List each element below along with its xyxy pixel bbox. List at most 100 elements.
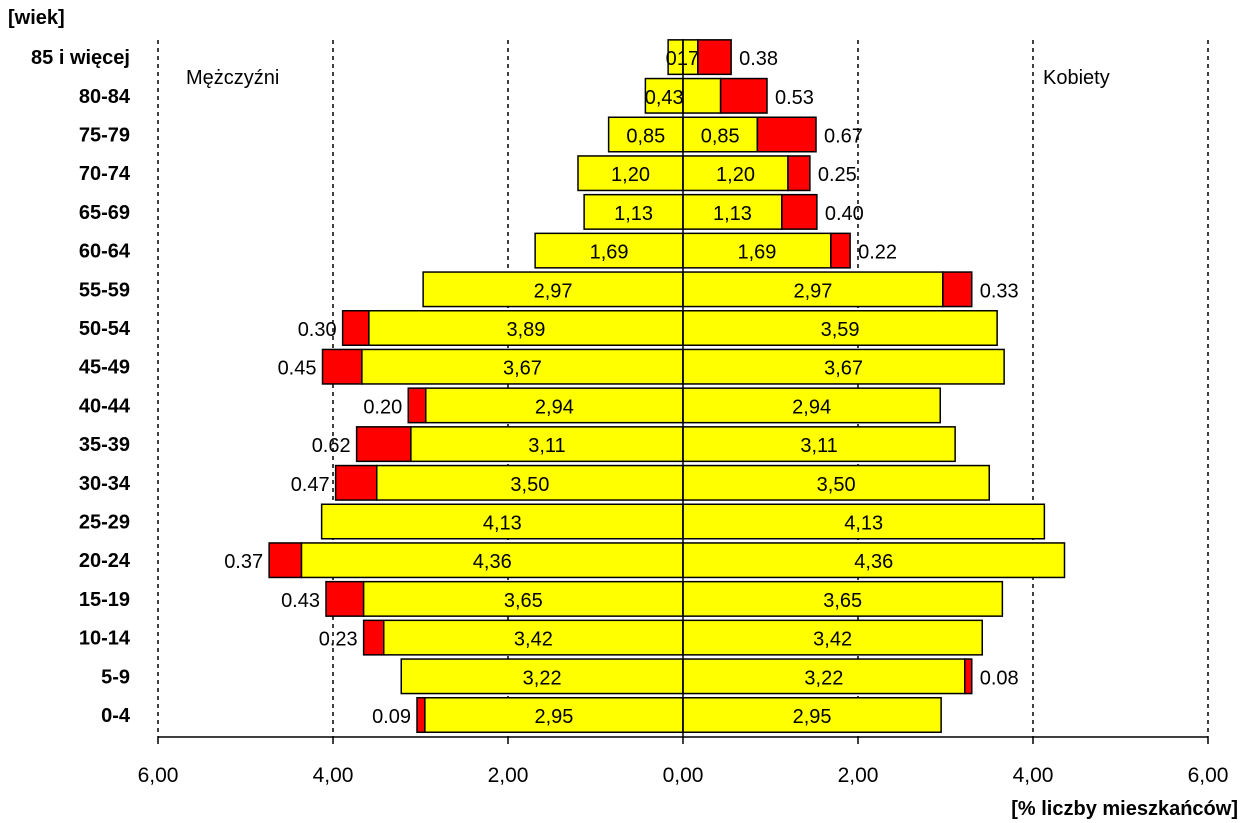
male-common-bar: [422, 271, 684, 308]
male-excess-label: 0.30: [298, 319, 337, 341]
male-common-bar: [424, 697, 684, 733]
male-common-bar: [300, 542, 684, 579]
female-common-label: 3,67: [824, 358, 863, 380]
female-excess-bar: [787, 155, 811, 192]
female-common-label: 2,94: [792, 396, 831, 418]
axis-layer: [wiek] [% liczby mieszkańców] Mężczyźni …: [8, 7, 1238, 820]
female-excess-bar: [756, 116, 817, 153]
female-common-label: 4,13: [844, 513, 883, 535]
female-common-bar: [682, 464, 990, 501]
female-common-label: 0,85: [701, 126, 740, 148]
male-common-label: 3,42: [514, 629, 553, 651]
female-common-label: 2,97: [793, 280, 832, 302]
age-label: 80-84: [79, 86, 131, 108]
x-tick-label: 6,00: [138, 764, 179, 787]
x-tick-label: 0,00: [663, 764, 704, 787]
female-common-bar: [682, 77, 722, 114]
male-excess-bar: [416, 697, 426, 733]
age-label: 40-44: [79, 395, 131, 417]
female-common-label: 1,13: [713, 203, 752, 225]
female-excess-bar: [964, 658, 973, 695]
female-common-label: 3,42: [813, 629, 852, 651]
male-common-bar: [376, 464, 684, 501]
male-common-label: 2,97: [534, 280, 573, 302]
male-common-label: 3,11: [528, 435, 565, 457]
female-excess-bar: [719, 77, 768, 114]
female-common-label: 4,36: [854, 551, 893, 573]
male-common-bar: [400, 658, 684, 695]
female-common-label: 3,22: [804, 667, 843, 689]
female-common-bar: [682, 542, 1066, 579]
age-label: 85 i więcej: [31, 47, 130, 69]
male-common-label: 1,20: [611, 164, 650, 186]
age-label: 10-14: [79, 628, 131, 650]
female-common-bar: [682, 193, 783, 230]
male-excess-label: 0.37: [224, 551, 263, 573]
age-label: 30-34: [79, 473, 131, 495]
female-excess-bar: [697, 39, 732, 76]
age-label: 60-64: [79, 241, 131, 263]
age-label: 35-39: [79, 434, 130, 456]
age-label: 50-54: [79, 318, 131, 340]
male-common-label: 4,36: [473, 551, 512, 573]
male-common-label: 1,13: [614, 203, 653, 225]
male-excess-bar: [321, 348, 363, 385]
age-label: 15-19: [79, 589, 130, 611]
female-excess-label: 0.67: [824, 126, 863, 148]
female-excess-label: 0.53: [775, 87, 814, 109]
age-label: 70-74: [79, 163, 131, 185]
female-common-bar: [682, 348, 1005, 385]
male-excess-bar: [334, 464, 378, 501]
female-common-bar: [682, 503, 1046, 540]
age-label: 55-59: [79, 279, 130, 301]
x-tick-label: 6,00: [1188, 764, 1229, 787]
female-excess-label: 0.40: [825, 203, 864, 225]
male-excess-bar: [407, 387, 427, 424]
female-common-label: 1,69: [737, 242, 776, 264]
male-common-bar: [383, 619, 684, 656]
female-excess-label: 0.22: [858, 242, 897, 264]
male-common-bar: [362, 580, 684, 617]
male-common-bar: [425, 387, 684, 424]
male-excess-label: 0.09: [372, 706, 411, 728]
y-axis-title: [wiek]: [8, 7, 65, 29]
right-group-label: Kobiety: [1043, 67, 1110, 89]
male-excess-bar: [362, 619, 385, 656]
female-common-label: 3,59: [821, 319, 860, 341]
age-label: 65-69: [79, 202, 130, 224]
female-common-label: 3,11: [800, 435, 837, 457]
male-common-label: 3,50: [510, 474, 549, 496]
female-excess-label: 0.25: [818, 164, 857, 186]
male-common-bar: [361, 348, 684, 385]
female-common-label: 2,95: [793, 706, 832, 728]
female-excess-label: 0.33: [980, 280, 1019, 302]
age-label: 5-9: [101, 666, 130, 688]
male-common-label: 2,94: [535, 396, 574, 418]
left-group-label: Mężczyźni: [186, 67, 279, 89]
male-excess-label: 0.20: [363, 396, 402, 418]
age-label: 20-24: [79, 550, 131, 572]
female-excess-label: 0.08: [980, 667, 1019, 689]
male-common-label: 0,85: [626, 126, 665, 148]
female-excess-bar: [942, 271, 973, 308]
male-common-label: 3,67: [503, 358, 542, 380]
male-common-bar: [607, 116, 684, 153]
male-excess-bar: [341, 310, 370, 346]
male-excess-label: 0.62: [312, 435, 351, 457]
x-axis-title: [% liczby mieszkańców]: [1011, 798, 1238, 820]
male-common-label: 3,22: [523, 667, 562, 689]
male-common-bar: [534, 232, 684, 269]
male-excess-bar: [355, 426, 412, 463]
bar-layer: [268, 39, 1066, 733]
male-common-label: 1,69: [590, 242, 629, 264]
female-excess-bar: [781, 193, 818, 230]
female-common-label: 17: [677, 48, 699, 70]
female-excess-label: 0.38: [739, 48, 778, 70]
female-common-label: 3,65: [823, 590, 862, 612]
male-excess-label: 0.47: [291, 474, 330, 496]
male-excess-label: 0.43: [281, 590, 320, 612]
male-common-label: 3,89: [506, 319, 545, 341]
male-common-bar: [368, 310, 684, 346]
male-excess-label: 0.23: [319, 629, 358, 651]
